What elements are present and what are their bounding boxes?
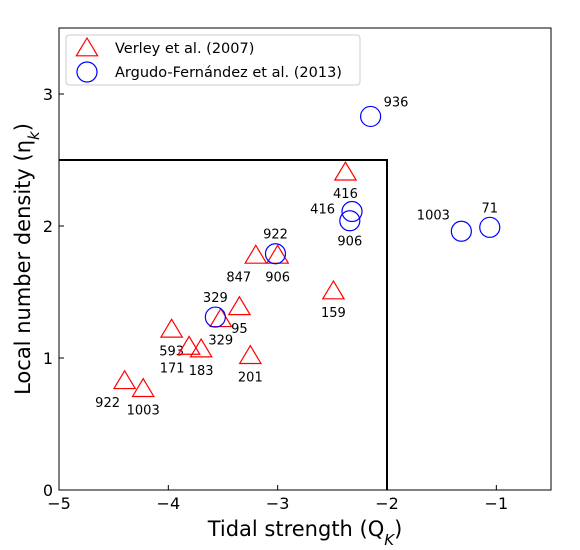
- x-axis-label: Tidal strength (QK): [207, 517, 403, 549]
- point-label: 1003: [417, 208, 450, 223]
- verley-point: [177, 335, 201, 355]
- legend-box: [65, 34, 361, 86]
- point-label: 171: [160, 361, 185, 376]
- point-label: 906: [337, 235, 362, 250]
- legend-circle-marker: [76, 61, 98, 83]
- verley-point: [189, 337, 213, 358]
- argudo-point: [450, 220, 472, 242]
- point-label: 922: [95, 396, 120, 411]
- point-label: 593: [159, 344, 184, 359]
- argudo-point: [479, 216, 501, 238]
- y-tick-label: 3: [43, 85, 53, 104]
- verley-point: [321, 279, 346, 300]
- x-tick-label: −5: [47, 494, 71, 513]
- verley-point: [131, 377, 155, 398]
- region-box-layer: [59, 159, 388, 490]
- point-label: 1003: [127, 404, 160, 419]
- y-tick-label: 1: [43, 349, 53, 368]
- y-tick-label: 0: [43, 481, 53, 500]
- point-label: 936: [384, 95, 409, 110]
- point-label: 847: [226, 270, 251, 285]
- point-label: 416: [333, 187, 358, 202]
- x-tick-label: −3: [266, 494, 290, 513]
- point-label: 416: [310, 202, 335, 217]
- point-label: 906: [265, 270, 290, 285]
- point-label: 329: [203, 291, 228, 306]
- point-label: 183: [189, 364, 214, 379]
- legend: Verley et al. (2007) Argudo-Fernández et…: [65, 34, 361, 86]
- y-tick-label: 2: [43, 217, 53, 236]
- argudo-point: [204, 306, 226, 328]
- verley-point: [209, 307, 233, 328]
- point-label: 922: [263, 228, 288, 243]
- x-tick-label: −1: [485, 494, 509, 513]
- argudo-point: [360, 105, 382, 128]
- legend-triangle-marker: [75, 36, 99, 57]
- ticks-layer: −5 −4 −3 −2 −1 0 1 2 3: [43, 85, 508, 513]
- verley-point: [244, 244, 268, 264]
- region-box: [59, 159, 388, 490]
- x-tick-label: −2: [375, 494, 399, 513]
- verley-point: [333, 161, 358, 181]
- argudo-point: [264, 243, 287, 265]
- point-label: 95: [231, 322, 248, 337]
- legend-entry-argudo: Argudo-Fernández et al. (2013): [115, 65, 342, 81]
- argudo-point: [339, 210, 361, 232]
- point-label: 71: [481, 201, 498, 216]
- point-label: 329: [208, 334, 233, 349]
- verley-point: [227, 295, 252, 316]
- y-axis-label: Local number density (ηk): [11, 123, 43, 395]
- argudo-point: [341, 200, 363, 223]
- point-label: 159: [321, 306, 346, 321]
- verley-point: [238, 344, 263, 365]
- legend-entry-verley: Verley et al. (2007): [115, 41, 254, 57]
- verley-point: [112, 369, 137, 390]
- point-label: 201: [238, 371, 263, 386]
- plot-frame: [58, 27, 552, 491]
- x-tick-label: −4: [157, 494, 181, 513]
- verley-point: [159, 318, 184, 338]
